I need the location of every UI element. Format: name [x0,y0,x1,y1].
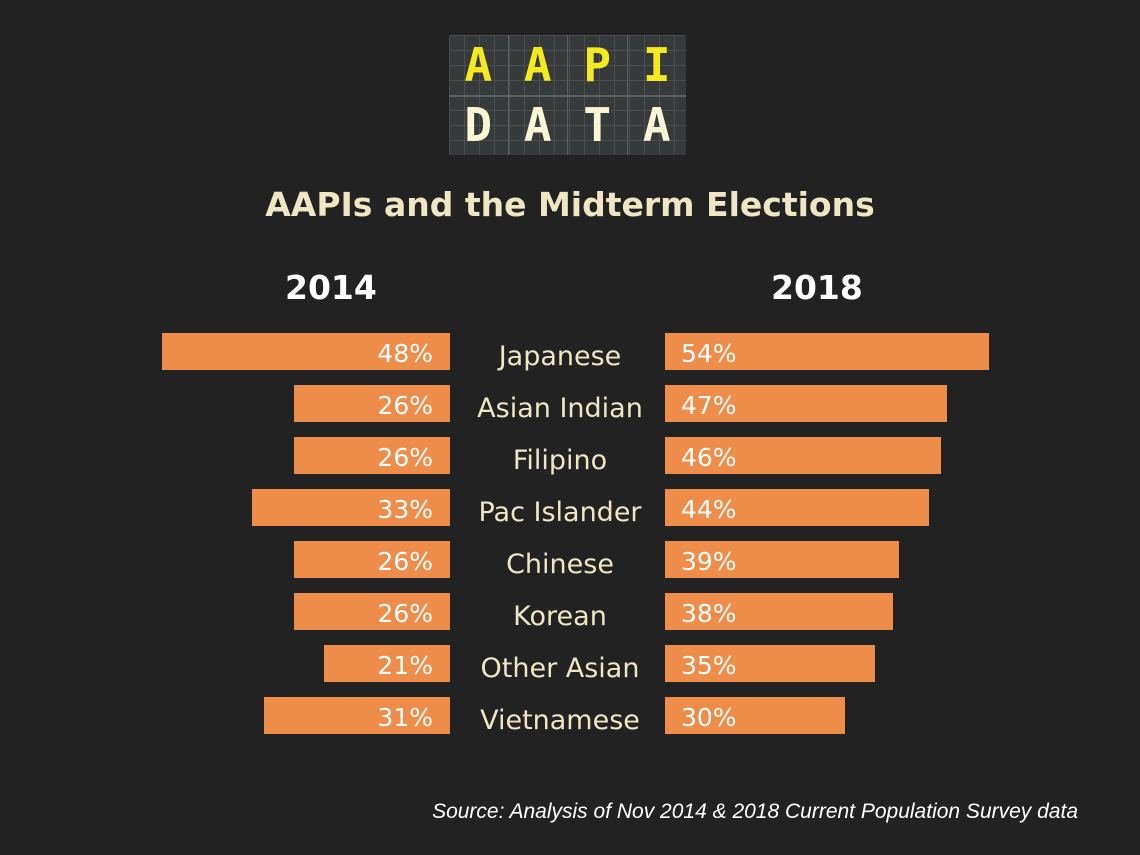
aapi-data-logo: A A P I D A T A [449,35,686,155]
logo-letter: A [642,98,671,152]
logo-line-2: D A T A [449,95,686,155]
bar-2018 [665,593,893,630]
source-note: Source: Analysis of Nov 2014 & 2018 Curr… [432,800,1078,823]
bar-2014 [264,697,450,734]
logo-letter: I [642,38,671,92]
logo-letter: P [568,35,628,95]
bar-2018 [665,333,989,370]
bar-2014 [294,437,450,474]
logo-letter: D [449,95,509,155]
category-label: Japanese [497,341,622,372]
category-label: Asian Indian [477,393,643,424]
data-label-2018: 47% [681,391,737,420]
data-label-2014: 26% [377,443,433,472]
bar-2014 [294,541,450,578]
data-label-2018: 35% [681,651,737,680]
data-label-2018: 30% [681,703,737,732]
logo-letter: A [449,35,509,95]
bar-2014 [324,645,450,682]
bar-2018 [665,489,929,526]
category-label: Pac Islander [478,497,642,528]
logo-letter: T [568,95,628,155]
bar-2018 [665,697,845,734]
data-label-2018: 54% [681,339,737,368]
data-label-2014: 26% [377,391,433,420]
bar-2018 [665,437,941,474]
logo-letter: A [509,95,568,155]
chart-title: AAPIs and the Midterm Elections [265,185,875,224]
bar-2018 [665,645,875,682]
data-label-2014: 21% [377,651,433,680]
category-label: Vietnamese [480,705,640,736]
category-label: Chinese [506,549,614,580]
year-2018-header: 2018 [771,268,863,307]
year-2014-header: 2014 [285,268,377,307]
bar-2014 [294,593,450,630]
bar-2014 [252,489,450,526]
category-label: Korean [513,601,607,632]
data-label-2018: 38% [681,599,737,628]
data-label-2018: 46% [681,443,737,472]
category-label: Filipino [513,445,607,476]
data-label-2014: 26% [377,547,433,576]
bar-2018 [665,541,899,578]
data-label-2014: 48% [377,339,433,368]
data-label-2018: 44% [681,495,737,524]
data-label-2018: 39% [681,547,737,576]
bar-2018 [665,385,947,422]
bar-2014 [294,385,450,422]
bar-2014 [162,333,450,370]
category-label: Other Asian [481,653,640,684]
logo-letter: A [509,35,568,95]
data-label-2014: 31% [377,703,433,732]
data-label-2014: 33% [377,495,433,524]
data-label-2014: 26% [377,599,433,628]
